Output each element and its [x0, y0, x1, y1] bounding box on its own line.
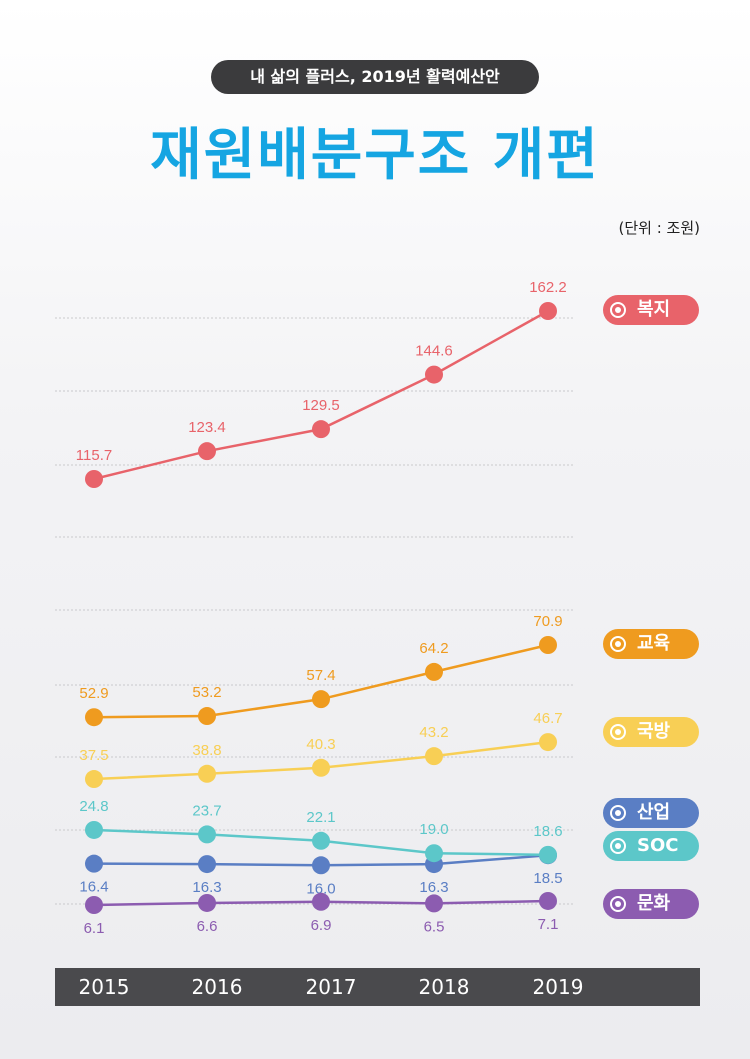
data-point — [198, 442, 216, 461]
data-point — [85, 896, 103, 914]
series-line-0 — [93, 309, 549, 481]
data-label: 129.5 — [302, 397, 340, 414]
data-point — [425, 662, 443, 681]
target-icon — [610, 838, 626, 854]
data-label: 64.2 — [419, 640, 448, 657]
data-point — [425, 365, 443, 384]
data-label: 38.8 — [192, 742, 221, 759]
x-tick-2017: 2017 — [305, 975, 357, 999]
data-point — [85, 470, 103, 488]
legend-label: 문화 — [637, 893, 671, 914]
data-label: 57.4 — [306, 667, 335, 684]
data-point — [312, 420, 330, 439]
x-tick-2015: 2015 — [78, 975, 130, 999]
data-label: 16.0 — [306, 880, 335, 897]
data-point — [425, 844, 443, 863]
data-label: 115.7 — [76, 447, 112, 464]
legend-welfare: 복지 — [603, 295, 699, 325]
target-icon — [610, 724, 626, 740]
legend-defense: 국방 — [603, 717, 699, 747]
data-label: 6.9 — [311, 917, 332, 934]
data-label: 18.6 — [533, 823, 562, 840]
target-icon — [610, 636, 626, 652]
data-point — [198, 707, 216, 726]
unit-label: (단위 : 조원) — [618, 219, 701, 237]
data-point — [425, 747, 443, 766]
data-point — [312, 758, 330, 777]
data-point — [85, 708, 103, 727]
data-label: 23.7 — [192, 802, 221, 819]
legend-label: 교육 — [637, 633, 671, 654]
data-point — [425, 894, 443, 913]
data-point — [539, 733, 557, 752]
data-point — [539, 845, 557, 864]
data-point — [539, 891, 557, 910]
data-label: 43.2 — [419, 724, 448, 741]
data-label: 52.9 — [79, 685, 108, 702]
target-icon — [610, 896, 626, 912]
data-label: 16.3 — [192, 879, 221, 896]
subtitle-pill: 내 삶의 플러스, 2019년 활력예산안 — [211, 60, 539, 94]
data-label: 53.2 — [192, 684, 221, 701]
legend-label: SOC — [637, 835, 679, 856]
legend-culture: 문화 — [603, 889, 699, 919]
data-label: 19.0 — [419, 821, 448, 838]
page-title: 재원배분구조 개편 — [150, 123, 600, 188]
legend-label: 국방 — [637, 721, 671, 742]
data-label: 46.7 — [533, 710, 562, 727]
legend-education: 교육 — [603, 629, 699, 659]
data-point — [85, 820, 103, 839]
data-point — [198, 855, 216, 874]
data-label: 40.3 — [306, 736, 335, 753]
data-label: 24.8 — [79, 798, 108, 815]
data-label: 16.3 — [419, 879, 448, 896]
data-label: 6.1 — [84, 920, 105, 937]
data-point — [85, 854, 103, 873]
data-point — [539, 302, 557, 320]
x-tick-2019: 2019 — [532, 975, 584, 999]
data-label: 6.5 — [424, 918, 445, 935]
data-label: 16.4 — [79, 879, 108, 896]
data-label: 144.6 — [415, 343, 453, 360]
data-label: 18.5 — [533, 870, 562, 887]
data-label: 162.2 — [529, 279, 567, 296]
data-point — [312, 690, 330, 709]
data-point — [198, 825, 216, 844]
data-point — [198, 893, 216, 912]
data-point — [539, 636, 557, 654]
data-label: 70.9 — [533, 613, 562, 630]
legend-label: 복지 — [637, 299, 671, 320]
data-point — [85, 770, 103, 789]
data-label: 123.4 — [188, 419, 226, 436]
data-label: 22.1 — [306, 809, 335, 826]
data-label: 7.1 — [538, 916, 559, 933]
data-point — [312, 831, 330, 850]
target-icon — [610, 805, 626, 821]
legend-label: 산업 — [637, 802, 671, 823]
legend-soc: SOC — [603, 831, 699, 861]
data-point — [198, 764, 216, 783]
data-point — [312, 892, 330, 911]
data-point — [312, 856, 330, 875]
target-icon — [610, 302, 626, 318]
data-label: 6.6 — [197, 918, 218, 935]
legend-industry: 산업 — [603, 798, 699, 828]
x-axis-bar: 2015 2016 2017 2018 2019 — [55, 968, 700, 1006]
x-tick-2016: 2016 — [191, 975, 243, 999]
x-tick-2018: 2018 — [418, 975, 470, 999]
data-label: 37.5 — [79, 747, 108, 764]
